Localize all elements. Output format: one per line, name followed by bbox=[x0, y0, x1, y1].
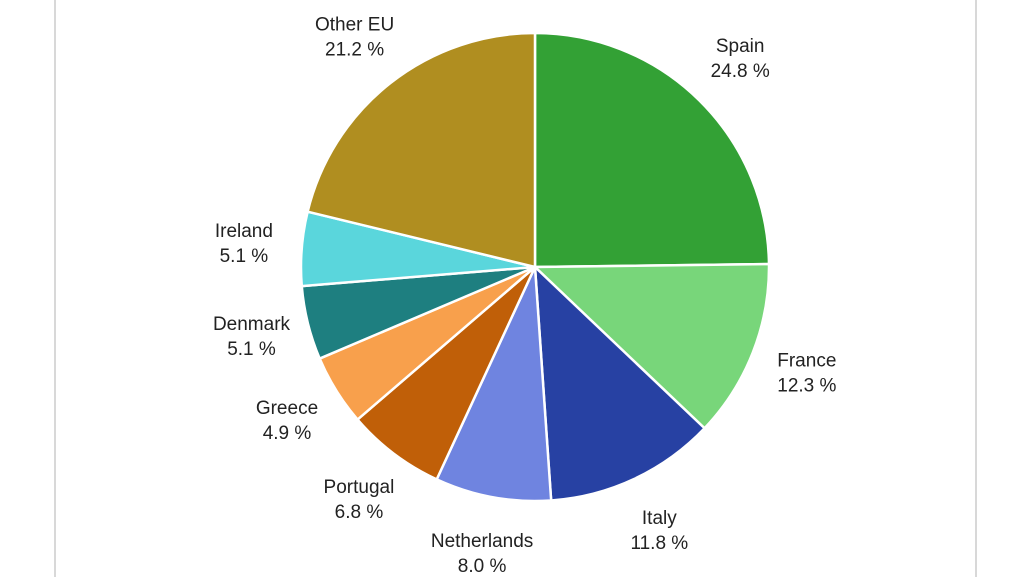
slice-value-label: 21.2 % bbox=[325, 39, 384, 60]
slice-label: Portugal bbox=[324, 477, 395, 498]
pie-slice bbox=[533, 31, 771, 269]
slice-value-label: 5.1 % bbox=[227, 339, 276, 360]
slice-value-label: 11.8 % bbox=[630, 533, 688, 554]
pie-slice bbox=[531, 262, 771, 431]
pie-slice bbox=[435, 266, 553, 503]
slice-label: Greece bbox=[256, 398, 318, 419]
slice-label: Netherlands bbox=[431, 531, 533, 552]
slice-value-label: 6.8 % bbox=[335, 502, 384, 523]
slice-value-label: 12.3 % bbox=[777, 376, 836, 397]
slice-label: Other EU bbox=[315, 14, 394, 35]
slice-label: France bbox=[777, 351, 836, 372]
pie-slice bbox=[306, 31, 537, 269]
slice-value-label: 5.1 % bbox=[220, 246, 269, 267]
pie-slice bbox=[533, 263, 707, 502]
slice-value-label: 4.9 % bbox=[263, 423, 312, 444]
slice-label: Ireland bbox=[215, 221, 273, 242]
slice-value-label: 24.8 % bbox=[711, 61, 770, 82]
slice-label: Italy bbox=[642, 508, 677, 529]
slice-label: Spain bbox=[716, 36, 765, 57]
slice-label: Denmark bbox=[213, 314, 291, 335]
slice-value-label: 8.0 % bbox=[458, 556, 507, 577]
